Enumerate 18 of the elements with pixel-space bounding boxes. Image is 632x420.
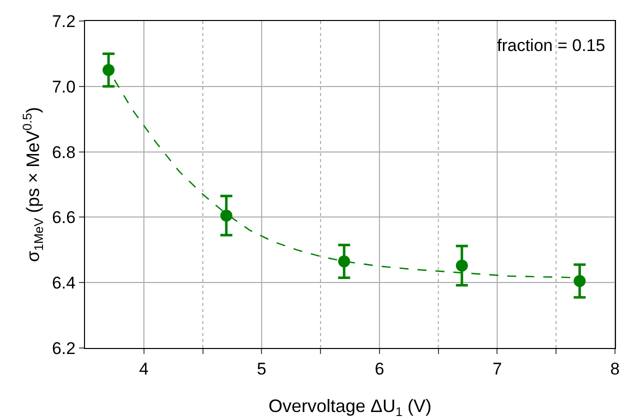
- y-tick-label: 7.2: [52, 12, 76, 31]
- annotation: fraction = 0.15: [497, 36, 606, 55]
- point: [574, 274, 586, 287]
- y-tick-label: 7.0: [52, 77, 76, 96]
- x-axis-title: Overvoltage ΔU$_{1}$ (V): [268, 396, 432, 419]
- x-tick-label: 4: [139, 359, 149, 378]
- point: [102, 64, 115, 76]
- x-tick-label: 5: [256, 359, 266, 378]
- y-tick-label: 6.8: [52, 142, 76, 162]
- y-tick-label: 6.2: [52, 338, 76, 358]
- point: [220, 210, 232, 222]
- x-tick-label: 8: [610, 359, 620, 378]
- x-tick-label: 7: [492, 359, 502, 378]
- y-tick-label: 6.4: [52, 274, 76, 293]
- point: [338, 255, 350, 268]
- y-tick-label: 6.6: [52, 208, 76, 228]
- point: [456, 260, 468, 272]
- x-tick-label: 6: [374, 359, 384, 378]
